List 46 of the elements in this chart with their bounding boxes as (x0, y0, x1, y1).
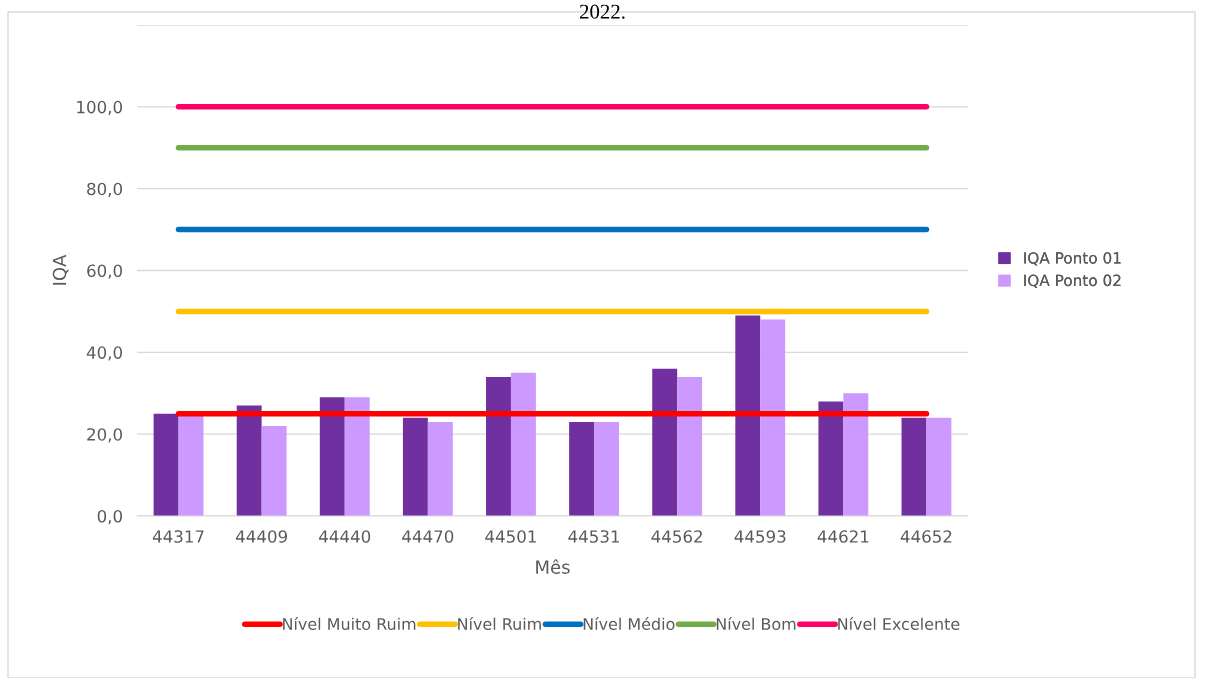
x-tick-label: 44409 (235, 530, 287, 543)
x-tick-label: 44501 (485, 530, 536, 543)
y-tick-label: 20,0 (87, 428, 122, 443)
x-tick-label: 44593 (734, 530, 786, 543)
bar (901, 417, 927, 516)
bar (261, 425, 287, 516)
x-tick-label: 44621 (817, 530, 869, 543)
bar (153, 413, 179, 516)
y-tick-label: 80,0 (87, 182, 122, 197)
bar (843, 393, 869, 516)
bar (735, 315, 761, 516)
bar (594, 421, 619, 516)
bar (236, 405, 262, 516)
y-axis-title: IQA (52, 254, 69, 285)
y-tick-label: 0,0 (97, 509, 123, 525)
x-tick-label: 44652 (900, 530, 952, 543)
x-tick-label: 44531 (568, 530, 620, 543)
x-tick-label: 44470 (402, 530, 454, 543)
x-axis-title: Mês (536, 559, 570, 574)
bar (319, 397, 345, 516)
bar (760, 319, 786, 516)
bar (510, 372, 536, 516)
bar (569, 421, 595, 516)
bar (344, 397, 370, 516)
legend-label: Nível Excelente (838, 617, 960, 631)
x-tick-label: 44440 (319, 530, 371, 543)
legend-label: Nível Ruim (458, 617, 541, 631)
chart-title: 2022. (579, 4, 625, 19)
legend-label: Nível Médio (583, 617, 675, 631)
x-tick-label: 44317 (152, 530, 204, 543)
y-tick-label: 40,0 (86, 346, 122, 361)
bar (427, 421, 453, 516)
bar (677, 376, 703, 516)
bar (652, 368, 678, 516)
legend-label: IQA Ponto 02 (1024, 274, 1121, 288)
legend-label: Nível Muito Ruim (283, 617, 416, 631)
bar (926, 417, 952, 516)
legend-label: Nível Bom (716, 617, 796, 631)
bar (818, 401, 844, 516)
y-tick-label: 60,0 (87, 264, 122, 279)
y-tick-label: 100,0 (77, 100, 122, 116)
bar (402, 417, 428, 516)
x-tick-label: 44562 (651, 530, 702, 543)
legend-label: IQA Ponto 01 (1024, 252, 1121, 266)
bar (178, 413, 204, 516)
bar (486, 376, 511, 516)
